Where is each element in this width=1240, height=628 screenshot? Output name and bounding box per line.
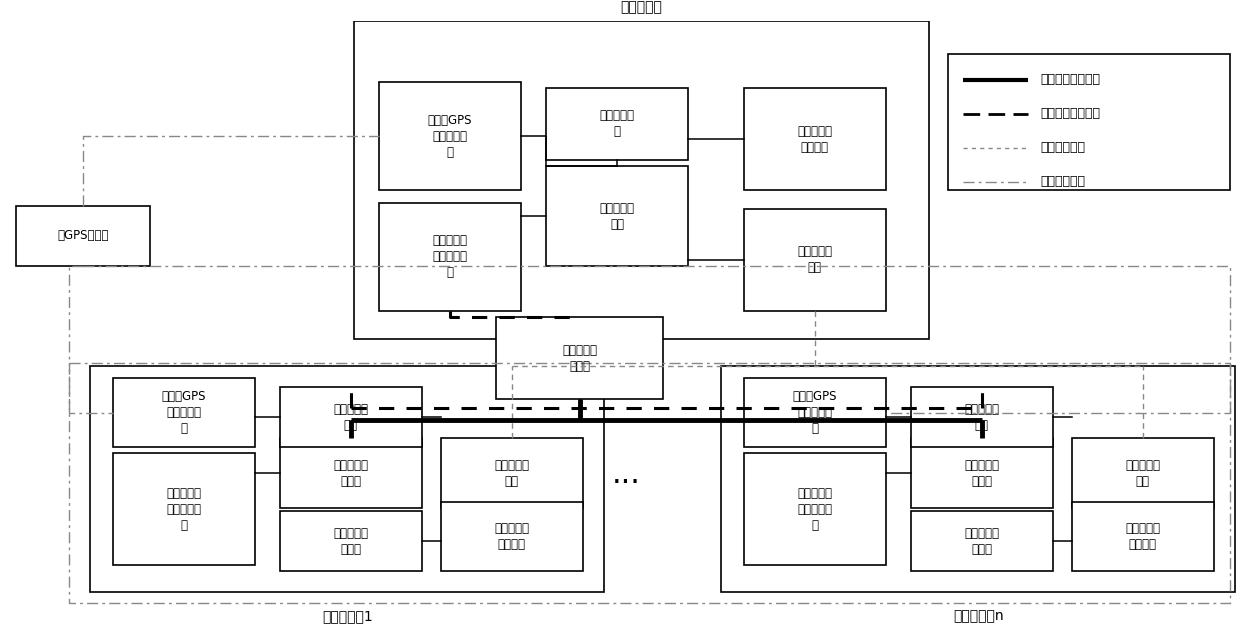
Text: 发射机GPS
动态定位模
块: 发射机GPS 动态定位模 块 [161,390,206,435]
FancyBboxPatch shape [546,88,688,160]
Text: 无线充电接
收模块: 无线充电接 收模块 [562,344,598,372]
Text: 发射机GPS
动态定位模
块: 发射机GPS 动态定位模 块 [792,390,837,435]
Text: 无线充电发
射模块: 无线充电发 射模块 [334,458,368,487]
FancyBboxPatch shape [910,438,1053,508]
Text: 发射机控制
模块: 发射机控制 模块 [334,403,368,431]
Text: 接收机飞行
控制模块: 接收机飞行 控制模块 [797,124,832,154]
FancyBboxPatch shape [1071,438,1214,508]
Text: 广播信号连接: 广播信号连接 [1040,141,1086,154]
Text: 供电无人机1: 供电无人机1 [322,609,372,624]
FancyBboxPatch shape [744,453,887,565]
FancyBboxPatch shape [546,166,688,266]
FancyBboxPatch shape [16,205,150,266]
Text: 发射机磁场
感应定位模
块: 发射机磁场 感应定位模 块 [797,487,832,532]
FancyBboxPatch shape [440,502,583,571]
Text: 接收机GPS
动态定位模
块: 接收机GPS 动态定位模 块 [428,114,472,158]
Text: 发射机飞行
控制模块: 发射机飞行 控制模块 [495,522,529,551]
Text: 无线充电发
射模块: 无线充电发 射模块 [965,458,999,487]
FancyBboxPatch shape [496,317,663,399]
Text: 电量检测模
块: 电量检测模 块 [599,109,635,138]
Text: 接收机控制
模块: 接收机控制 模块 [599,202,635,230]
FancyBboxPatch shape [113,378,255,447]
Text: ···: ··· [611,469,641,498]
Text: 充电电压调
节模块: 充电电压调 节模块 [334,526,368,556]
Text: 受电无人机: 受电无人机 [621,0,662,14]
Text: 供电无人机n: 供电无人机n [952,609,1003,624]
Text: 多GPS卫星组: 多GPS卫星组 [57,229,109,242]
FancyBboxPatch shape [280,387,422,447]
FancyBboxPatch shape [378,82,521,190]
FancyBboxPatch shape [744,88,887,190]
Text: 能量传输磁场耦合: 能量传输磁场耦合 [1040,73,1101,87]
Text: 发射机通信
模块: 发射机通信 模块 [495,458,529,487]
FancyBboxPatch shape [280,438,422,508]
Text: 发射机磁场
感应定位模
块: 发射机磁场 感应定位模 块 [166,487,201,532]
FancyBboxPatch shape [378,203,521,311]
FancyBboxPatch shape [910,511,1053,571]
Text: 发射机控制
模块: 发射机控制 模块 [965,403,999,431]
Text: 信号传输磁场耦合: 信号传输磁场耦合 [1040,107,1101,121]
FancyBboxPatch shape [744,378,887,447]
Text: 卫星信号连接: 卫星信号连接 [1040,175,1086,188]
Text: 发射机飞行
控制模块: 发射机飞行 控制模块 [1125,522,1161,551]
FancyBboxPatch shape [947,55,1230,190]
Text: 接收机磁场
感应定位模
块: 接收机磁场 感应定位模 块 [433,234,467,279]
FancyBboxPatch shape [280,511,422,571]
FancyBboxPatch shape [744,208,887,311]
Text: 发射机通信
模块: 发射机通信 模块 [1125,458,1161,487]
FancyBboxPatch shape [113,453,255,565]
FancyBboxPatch shape [910,387,1053,447]
FancyBboxPatch shape [440,438,583,508]
FancyBboxPatch shape [1071,502,1214,571]
Text: 充电电压调
节模块: 充电电压调 节模块 [965,526,999,556]
Text: 接收机通信
模块: 接收机通信 模块 [797,246,832,274]
